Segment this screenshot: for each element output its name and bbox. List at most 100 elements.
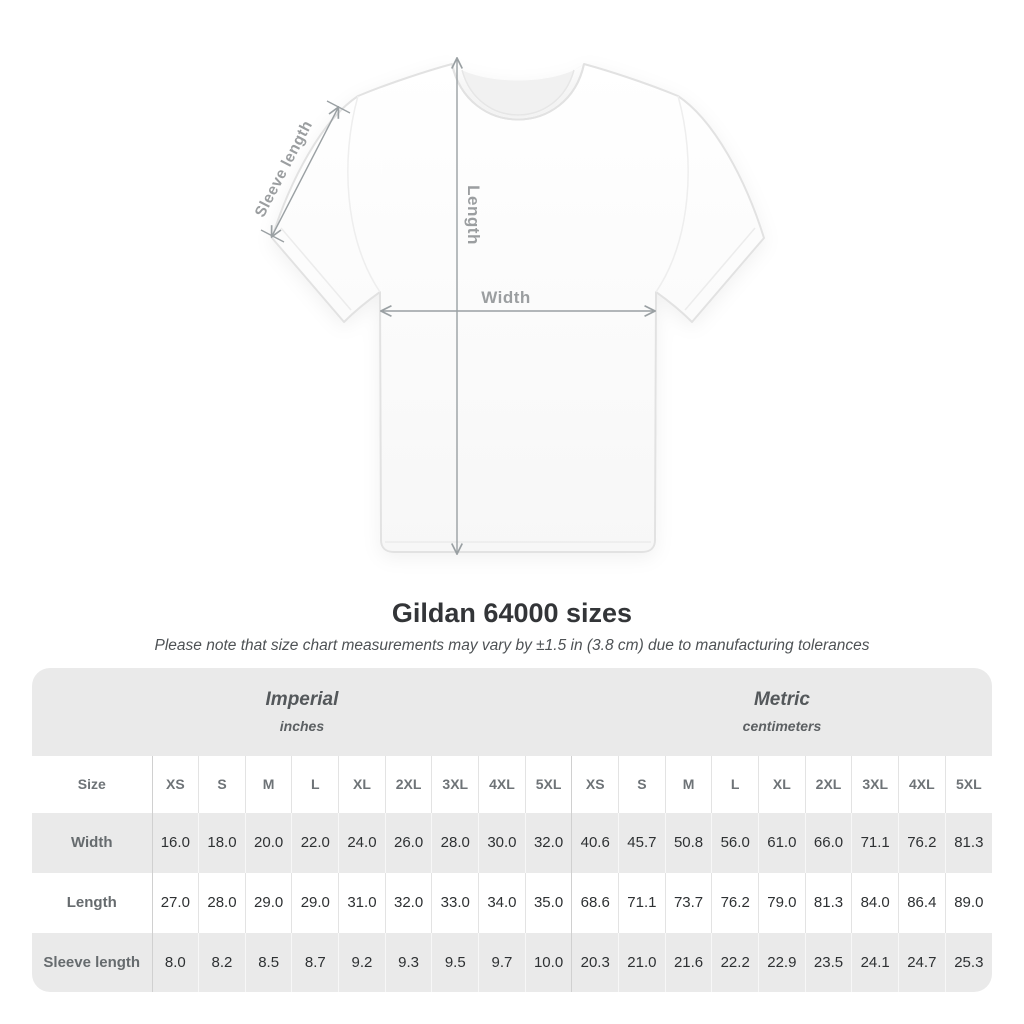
- width-row: Width 16.0 18.0 20.0 22.0 24.0 26.0 28.0 30.0 32…: [32, 812, 992, 873]
- length-dimension-label: Length: [464, 185, 483, 245]
- cell-sleeve-length-imperial-3xl: 9.5: [431, 932, 479, 992]
- left-armhole-seam: [347, 95, 381, 293]
- size-col-metric-xs: XS: [571, 755, 619, 813]
- cell-length-metric-3xl: 84.0: [851, 872, 899, 933]
- tolerance-note: Please note that size chart measurements…: [154, 637, 870, 654]
- cell-sleeve-length-imperial-l: 8.7: [291, 932, 339, 992]
- tshirt-illustration: Sleeve length Length Width: [252, 0, 765, 580]
- cell-width-metric-4xl: 76.2: [898, 812, 946, 873]
- cell-sleeve-length-metric-m: 21.6: [664, 932, 712, 992]
- cell-width-metric-xs: 40.6: [571, 812, 619, 873]
- size-chart-table: Imperial inches Metric centimeters Size …: [32, 667, 992, 992]
- cell-length-metric-xl: 79.0: [758, 872, 806, 933]
- cell-length-metric-2xl: 81.3: [804, 872, 852, 933]
- tshirt-diagram: Sleeve length Length Width: [252, 0, 765, 580]
- cell-length-metric-m: 73.7: [664, 872, 712, 933]
- collar-inner-seam: [461, 69, 575, 116]
- imperial-group-unit: inches: [279, 718, 325, 735]
- cell-sleeve-length-imperial-xl: 9.2: [338, 932, 386, 992]
- cell-length-metric-xs: 68.6: [571, 872, 619, 933]
- cell-sleeve-length-imperial-xs: 8.0: [151, 932, 199, 992]
- cell-width-metric-m: 50.8: [664, 812, 712, 873]
- cell-sleeve-length-metric-xs: 20.3: [571, 932, 619, 992]
- cell-length-imperial-4xl: 34.0: [478, 872, 526, 933]
- cell-sleeve-length-metric-5xl: 25.3: [944, 932, 992, 992]
- sleeve-length-tick-bottom: [260, 229, 285, 243]
- cell-sleeve-length-metric-3xl: 24.1: [851, 932, 899, 992]
- size-col-imperial-xl: XL: [338, 755, 386, 813]
- sleeve-length-row-label: Sleeve length: [32, 932, 152, 992]
- cell-width-imperial-m: 20.0: [244, 812, 292, 873]
- size-col-metric-5xl: 5XL: [944, 755, 992, 813]
- cell-length-imperial-xl: 31.0: [338, 872, 386, 933]
- size-col-imperial-l: L: [291, 755, 339, 813]
- size-col-metric-s: S: [618, 755, 666, 813]
- cell-width-imperial-xl: 24.0: [338, 812, 386, 873]
- metric-group-label: Metric: [753, 689, 810, 711]
- cell-width-imperial-4xl: 30.0: [478, 812, 526, 873]
- cell-sleeve-length-metric-s: 21.0: [618, 932, 666, 992]
- cell-sleeve-length-metric-4xl: 24.7: [898, 932, 946, 992]
- size-chart: Imperial inches Metric centimeters Size …: [32, 667, 992, 992]
- length-row-label: Length: [32, 872, 152, 933]
- sleeve-length-tick-top: [326, 100, 351, 114]
- size-col-imperial-3xl: 3XL: [431, 755, 479, 813]
- cell-sleeve-length-metric-xl: 22.9: [758, 932, 806, 992]
- sleeve-length-arrow: [272, 108, 338, 236]
- page-title: Gildan 64000 sizes: [391, 598, 633, 628]
- cell-width-metric-s: 45.7: [618, 812, 666, 873]
- size-col-metric-4xl: 4XL: [898, 755, 946, 813]
- right-cuff-seam: [684, 227, 756, 311]
- cell-length-imperial-3xl: 33.0: [431, 872, 479, 933]
- cell-width-metric-5xl: 81.3: [944, 812, 992, 873]
- size-col-metric-2xl: 2XL: [804, 755, 852, 813]
- cell-width-imperial-5xl: 32.0: [524, 812, 572, 873]
- cell-width-imperial-l: 22.0: [291, 812, 339, 873]
- metric-group-header: Metric centimeters: [571, 667, 992, 756]
- size-col-imperial-s: S: [198, 755, 246, 813]
- tshirt-body: [271, 63, 765, 553]
- cell-sleeve-length-imperial-4xl: 9.7: [478, 932, 526, 992]
- cell-length-imperial-xs: 27.0: [151, 872, 199, 933]
- cell-width-metric-3xl: 71.1: [851, 812, 899, 873]
- cell-sleeve-length-metric-2xl: 23.5: [804, 932, 852, 992]
- cell-sleeve-length-imperial-5xl: 10.0: [524, 932, 572, 992]
- left-cuff-seam: [280, 227, 352, 311]
- cell-width-imperial-s: 18.0: [198, 812, 246, 873]
- sleeve-length-row: Sleeve length 8.0 8.2 8.5 8.7 9.2 9.3 9.5 9.7 10…: [32, 932, 992, 992]
- length-row: Length 27.0 28.0 29.0 29.0 31.0 32.0 33.0 34.0 3…: [32, 872, 992, 933]
- cell-width-metric-l: 56.0: [711, 812, 759, 873]
- cell-length-metric-s: 71.1: [618, 872, 666, 933]
- cell-sleeve-length-metric-l: 22.2: [711, 932, 759, 992]
- cell-width-imperial-xs: 16.0: [151, 812, 199, 873]
- size-col-imperial-xs: XS: [151, 755, 199, 813]
- right-armhole-seam: [655, 95, 689, 293]
- cell-length-metric-4xl: 86.4: [898, 872, 946, 933]
- size-col-metric-3xl: 3XL: [851, 755, 899, 813]
- size-col-imperial-m: M: [244, 755, 292, 813]
- cell-width-imperial-2xl: 26.0: [384, 812, 432, 873]
- metric-group-unit: centimeters: [742, 718, 822, 735]
- cell-length-imperial-s: 28.0: [198, 872, 246, 933]
- cell-width-metric-xl: 61.0: [758, 812, 806, 873]
- cell-sleeve-length-imperial-s: 8.2: [198, 932, 246, 992]
- size-col-metric-xl: XL: [758, 755, 806, 813]
- cell-length-metric-l: 76.2: [711, 872, 759, 933]
- collar-inside: [452, 64, 584, 115]
- width-dimension-label: Width: [481, 288, 531, 307]
- cell-length-imperial-l: 29.0: [291, 872, 339, 933]
- size-col-imperial-5xl: 5XL: [524, 755, 572, 813]
- size-col-imperial-2xl: 2XL: [384, 755, 432, 813]
- width-row-label: Width: [32, 812, 152, 873]
- size-col-metric-l: L: [711, 755, 759, 813]
- cell-length-imperial-m: 29.0: [244, 872, 292, 933]
- cell-length-imperial-2xl: 32.0: [384, 872, 432, 933]
- cell-length-metric-5xl: 89.0: [944, 872, 992, 933]
- imperial-group-header: Imperial inches: [32, 667, 572, 756]
- unit-group-row: Imperial inches Metric centimeters: [32, 667, 992, 756]
- cell-width-metric-2xl: 66.0: [804, 812, 852, 873]
- imperial-group-label: Imperial: [265, 689, 339, 711]
- size-col-imperial-4xl: 4XL: [478, 755, 526, 813]
- cell-width-imperial-3xl: 28.0: [431, 812, 479, 873]
